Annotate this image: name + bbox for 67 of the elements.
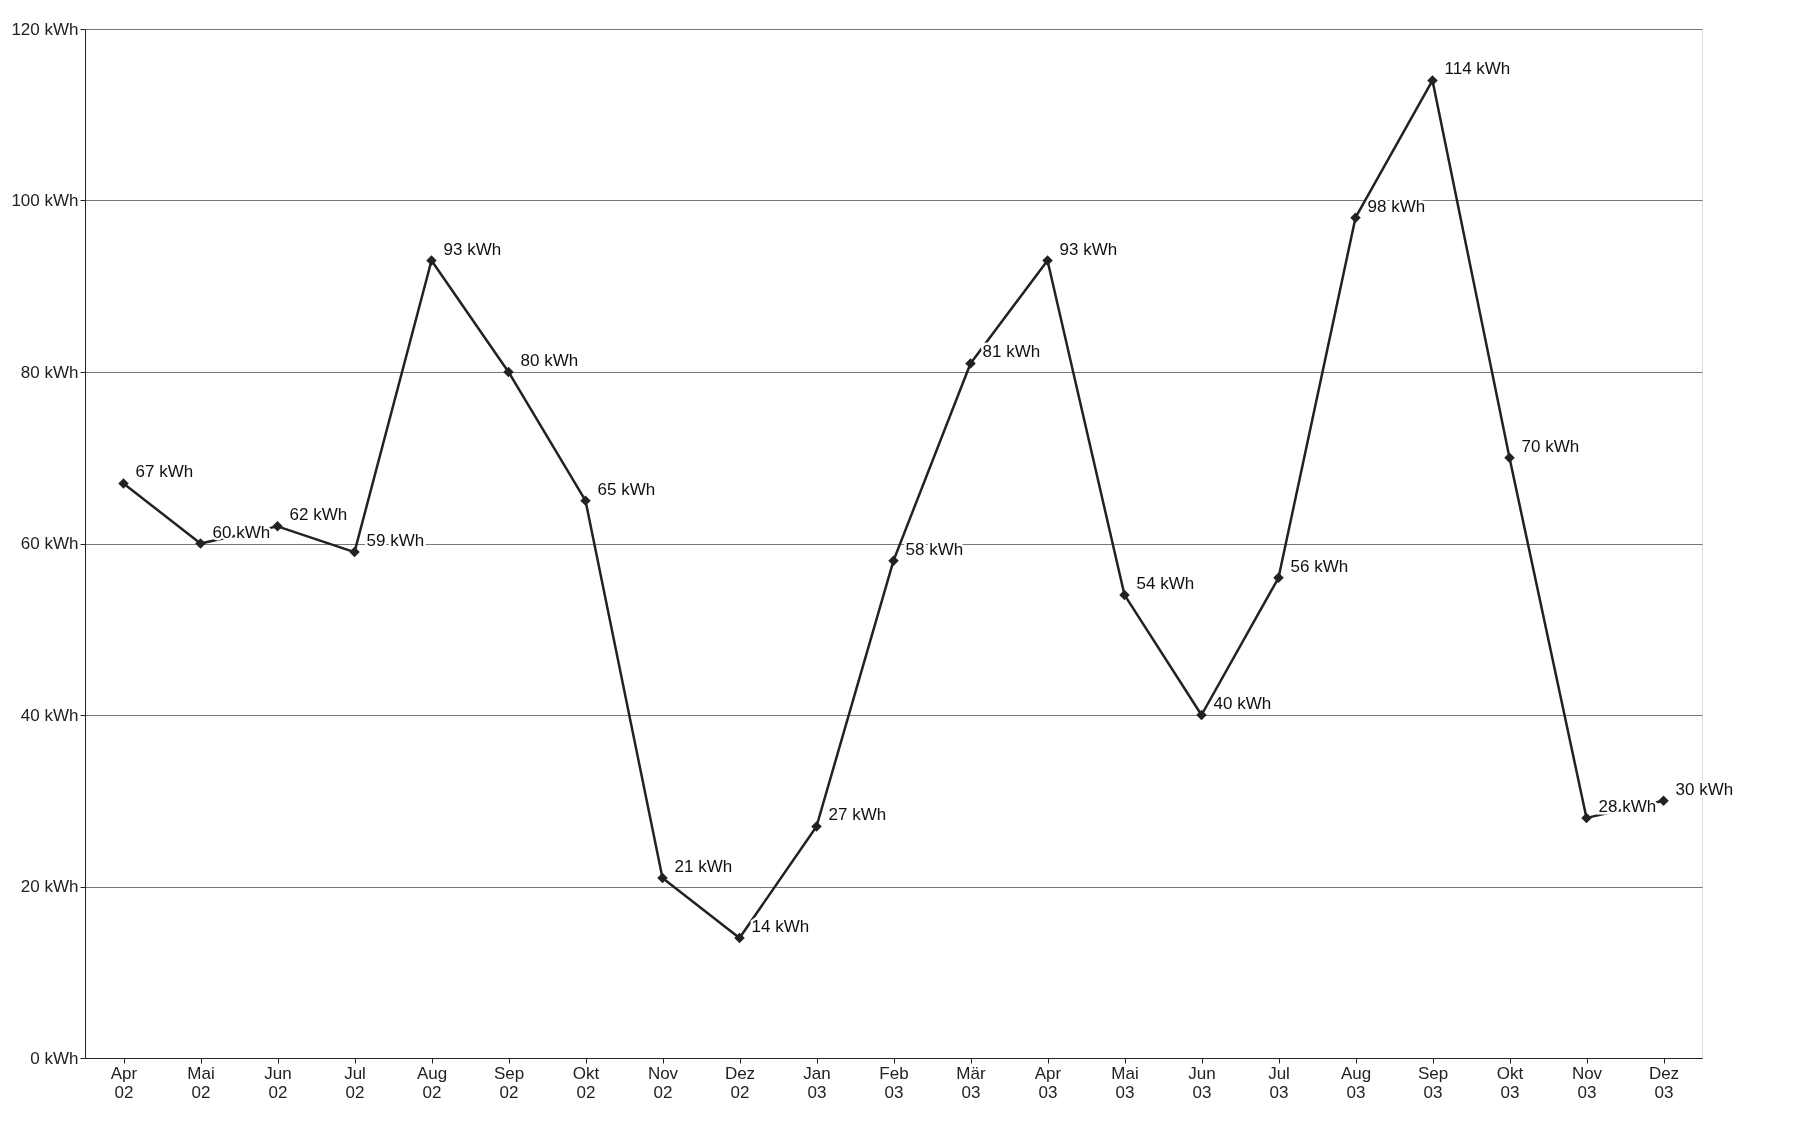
x-tick-label: Jan 03 <box>803 1063 831 1102</box>
x-tick-label: Sep 02 <box>493 1063 525 1102</box>
x-tick-label: Jun 02 <box>264 1063 292 1102</box>
x-tick-label: Apr 02 <box>110 1063 138 1102</box>
point <box>1119 589 1130 601</box>
point <box>1350 212 1361 223</box>
point <box>272 521 283 532</box>
point <box>1273 572 1284 584</box>
point <box>657 872 668 884</box>
x-tick-label: Jul 03 <box>1268 1063 1290 1102</box>
y-tick-label: 120 kWh <box>11 19 79 39</box>
y-tick-label: 60 kWh <box>20 534 79 553</box>
data-label: 58 kWh <box>905 539 964 559</box>
x-tick-label: Nov 02 <box>647 1063 679 1102</box>
point <box>1581 812 1592 824</box>
point <box>503 366 514 378</box>
point <box>811 821 822 832</box>
data-label: 62 kWh <box>289 505 348 525</box>
point <box>426 255 437 266</box>
y-tick-label: 40 kWh <box>20 705 79 725</box>
x-tick-label: Jun 03 <box>1188 1063 1216 1102</box>
x-tick-label: Dez 02 <box>724 1063 756 1102</box>
x-tick-label: Sep 03 <box>1417 1063 1449 1102</box>
data-label: 93 kWh <box>1059 239 1118 259</box>
data-label: 65 kWh <box>597 479 656 499</box>
x-tick-label: Feb 03 <box>879 1063 909 1102</box>
data-label: 80 kWh <box>520 351 579 370</box>
point <box>1658 795 1669 806</box>
data-label: 30 kWh <box>1675 779 1734 799</box>
x-tick-label: Aug 03 <box>1340 1063 1372 1102</box>
data-label: 98 kWh <box>1367 196 1426 216</box>
x-tick-label: Jul 02 <box>344 1063 366 1102</box>
point <box>118 478 129 489</box>
point <box>580 495 591 506</box>
data-label: 70 kWh <box>1521 436 1580 456</box>
x-tick-label: Mai 02 <box>187 1063 215 1102</box>
data-label: 27 kWh <box>828 805 887 825</box>
x-tick-label: Nov 03 <box>1571 1063 1603 1102</box>
x-tick-label: Okt 02 <box>572 1063 600 1102</box>
y-tick-label: 0 kWh <box>30 1048 79 1068</box>
point <box>734 932 745 944</box>
x-tick-label: Aug 02 <box>416 1063 448 1102</box>
point <box>888 555 899 566</box>
point <box>1196 709 1207 721</box>
data-label: 54 kWh <box>1136 573 1195 593</box>
data-label: 21 kWh <box>674 856 733 876</box>
data-label: 40 kWh <box>1213 694 1272 713</box>
point <box>349 546 360 558</box>
point <box>1042 255 1053 266</box>
data-label: 114 kWh <box>1444 59 1511 79</box>
point <box>965 358 976 369</box>
point <box>1504 452 1515 463</box>
x-tick-label: Apr 03 <box>1034 1063 1062 1102</box>
y-tick-label: 20 kWh <box>20 877 79 896</box>
data-label: 56 kWh <box>1290 556 1349 576</box>
x-tick-label: Okt 03 <box>1496 1063 1524 1102</box>
data-label: 67 kWh <box>135 462 194 482</box>
data-label: 81 kWh <box>982 342 1041 362</box>
x-tick-label: Mai 03 <box>1111 1063 1139 1102</box>
y-tick-label: 100 kWh <box>11 191 79 210</box>
point <box>1427 75 1438 86</box>
y-tick-label: 80 kWh <box>20 362 79 382</box>
data-label: 93 kWh <box>443 239 502 259</box>
point <box>195 538 206 549</box>
x-tick-label: Dez 03 <box>1648 1063 1680 1102</box>
x-tick-label: Mär 03 <box>956 1063 986 1102</box>
data-label: 14 kWh <box>751 916 810 936</box>
